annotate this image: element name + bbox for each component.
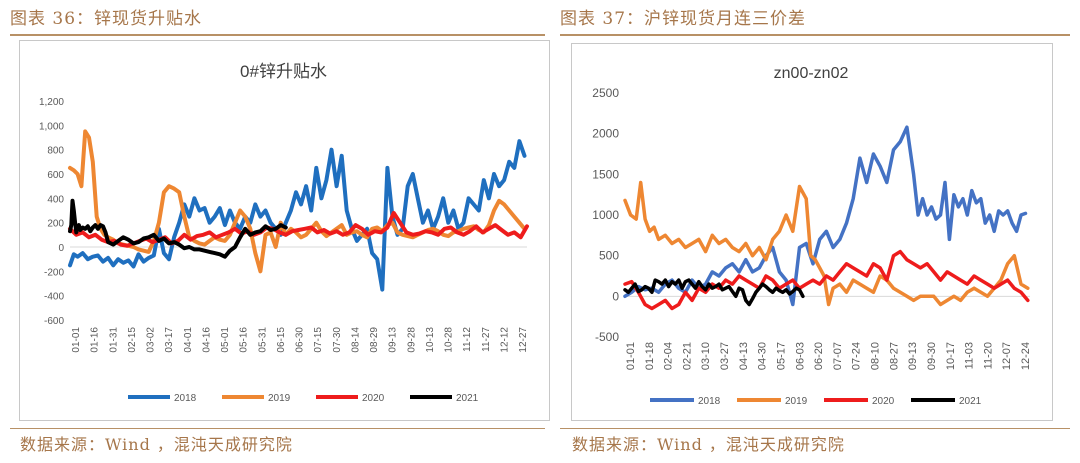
y-tick-label: 500 bbox=[599, 249, 619, 263]
source-note-right: 数据来源：Wind ，混沌天成研究院 bbox=[572, 435, 845, 454]
x-tick-label: 09-28 bbox=[406, 327, 417, 353]
x-tick-label: 04-16 bbox=[201, 327, 212, 353]
x-tick-label: 06-20 bbox=[813, 342, 825, 370]
y-tick-label: 1000 bbox=[592, 208, 619, 222]
x-tick-label: 03-27 bbox=[719, 342, 731, 370]
x-tick-label: 08-10 bbox=[870, 342, 882, 370]
x-tick-label: 01-16 bbox=[90, 327, 101, 353]
y-tick-label: 2000 bbox=[592, 127, 619, 141]
x-tick-label: 05-16 bbox=[239, 327, 250, 353]
figure-36-title: 图表 36：锌现货升贴水 bbox=[10, 9, 203, 29]
x-tick-label: 10-17 bbox=[945, 342, 957, 370]
x-tick-label: 07-24 bbox=[851, 342, 863, 370]
y-tick-label: -500 bbox=[595, 330, 619, 344]
series-line-2021 bbox=[68, 198, 288, 259]
footer-rule-right bbox=[560, 428, 1070, 429]
y-tick-label: 200 bbox=[47, 219, 64, 230]
header-rule-right bbox=[560, 34, 1070, 36]
x-tick-label: 03-17 bbox=[164, 327, 175, 353]
series-line-2019 bbox=[68, 129, 527, 274]
x-tick-label: 06-03 bbox=[794, 342, 806, 370]
legend-label-2019: 2019 bbox=[785, 396, 808, 407]
y-tick-label: 600 bbox=[47, 170, 64, 181]
legend-label-2020: 2020 bbox=[362, 393, 385, 404]
legend-label-2021: 2021 bbox=[456, 393, 479, 404]
x-tick-label: 01-31 bbox=[108, 327, 119, 353]
x-tick-label: 07-30 bbox=[332, 327, 343, 353]
x-tick-label: 10-28 bbox=[444, 327, 455, 353]
x-tick-label: 01-01 bbox=[71, 327, 82, 353]
header-rule-left bbox=[10, 34, 545, 36]
x-tick-label: 04-13 bbox=[738, 342, 750, 370]
y-tick-label: 1,200 bbox=[39, 97, 64, 108]
series-line-2021 bbox=[623, 278, 805, 307]
x-tick-label: 05-31 bbox=[257, 327, 268, 353]
figure-37-title: 图表 37：沪锌现货月连三价差 bbox=[560, 9, 807, 29]
x-tick-label: 01-01 bbox=[625, 342, 637, 370]
x-tick-label: 10-13 bbox=[425, 327, 436, 353]
y-tick-label: -400 bbox=[44, 292, 64, 303]
x-tick-label: 11-20 bbox=[982, 342, 994, 369]
x-tick-label: 02-21 bbox=[681, 342, 693, 370]
series-line-2018 bbox=[68, 139, 527, 292]
source-note-left: 数据来源：Wind ，混沌天成研究院 bbox=[20, 435, 293, 454]
legend-label-2018: 2018 bbox=[174, 393, 197, 404]
x-tick-label: 01-18 bbox=[644, 342, 656, 370]
y-tick-label: -200 bbox=[44, 267, 64, 278]
y-tick-label: -600 bbox=[44, 316, 64, 327]
y-tick-label: 2500 bbox=[592, 86, 619, 100]
x-tick-label: 08-27 bbox=[888, 342, 900, 370]
x-tick-label: 06-15 bbox=[276, 327, 287, 353]
legend-label-2018: 2018 bbox=[698, 396, 721, 407]
x-tick-label: 04-01 bbox=[183, 327, 194, 353]
x-tick-label: 03-02 bbox=[146, 327, 157, 353]
y-tick-label: 400 bbox=[47, 194, 64, 205]
x-tick-label: 08-14 bbox=[350, 327, 361, 353]
zinc-basis-chart: 0#锌升贴水 -600 -400 -200 0 200 400 600 800 1,000 1,20… bbox=[39, 62, 529, 404]
x-tick-label: 09-13 bbox=[907, 342, 919, 370]
x-tick-label: 04-30 bbox=[757, 342, 769, 370]
chart-title: zn00-zn02 bbox=[774, 65, 849, 82]
x-tick-label: 09-13 bbox=[388, 327, 399, 353]
y-tick-label: 0 bbox=[58, 243, 64, 254]
x-tick-label: 07-07 bbox=[832, 342, 844, 370]
legend-label-2020: 2020 bbox=[872, 396, 895, 407]
zn00-zn02-spread-chart: zn00-zn02 -500 0 500 1000 1500 2000 2500 01-01 01… bbox=[592, 65, 1032, 407]
x-tick-label: 03-10 bbox=[700, 342, 712, 370]
footer-rule-left bbox=[10, 428, 545, 429]
legend-label-2021: 2021 bbox=[959, 396, 982, 407]
y-tick-label: 1500 bbox=[592, 167, 619, 181]
chart-title: 0#锌升贴水 bbox=[240, 62, 327, 81]
x-tick-label: 09-30 bbox=[926, 342, 938, 370]
x-tick-label: 02-04 bbox=[663, 342, 675, 370]
series-line-2019 bbox=[623, 180, 1030, 307]
x-tick-label: 07-15 bbox=[313, 327, 324, 353]
x-tick-label: 05-01 bbox=[220, 327, 231, 353]
y-tick-label: 1,000 bbox=[39, 121, 64, 132]
x-tick-label: 11-27 bbox=[481, 327, 492, 352]
x-tick-label: 11-12 bbox=[462, 327, 473, 352]
series-line-2020 bbox=[623, 249, 1030, 311]
y-tick-label: 800 bbox=[47, 146, 64, 157]
x-tick-label: 08-29 bbox=[369, 327, 380, 353]
y-tick-label: 0 bbox=[612, 289, 619, 303]
x-tick-label: 12-24 bbox=[1020, 342, 1032, 370]
x-tick-label: 02-15 bbox=[127, 327, 138, 353]
x-tick-label: 12-27 bbox=[518, 327, 529, 353]
x-tick-label: 05-17 bbox=[775, 342, 787, 370]
x-tick-label: 12-07 bbox=[1001, 342, 1013, 370]
legend-label-2019: 2019 bbox=[268, 393, 291, 404]
x-tick-label: 11-03 bbox=[964, 342, 976, 369]
x-tick-label: 06-30 bbox=[295, 327, 306, 353]
x-tick-label: 12-12 bbox=[499, 327, 510, 353]
